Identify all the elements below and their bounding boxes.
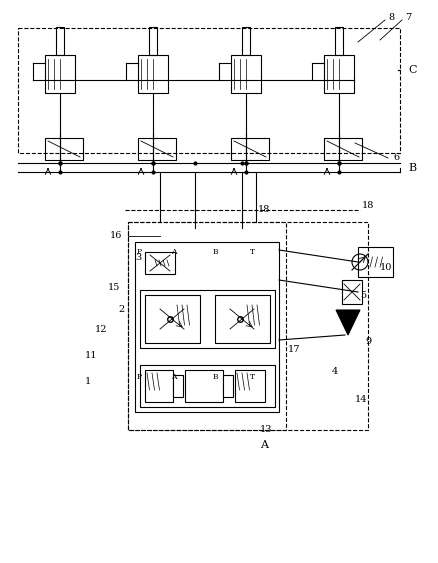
Text: A: A [171,248,177,256]
Bar [140,290,275,348]
Bar [56,27,64,55]
Bar [135,242,279,412]
Text: P: P [137,248,142,256]
Text: 10: 10 [380,263,392,272]
Text: 15: 15 [108,284,120,293]
Text: P: P [137,373,142,381]
Text: B: B [213,248,219,256]
Text: 17: 17 [288,346,300,355]
Text: 7: 7 [405,14,411,23]
Text: T: T [250,248,255,256]
Text: 11: 11 [85,351,98,360]
Bar [324,55,354,93]
Bar [335,27,343,55]
Bar [215,295,270,343]
Bar [145,252,175,274]
Bar [342,280,362,304]
Bar [45,138,83,160]
Text: A: A [260,440,268,450]
Text: A: A [171,373,177,381]
Text: 1: 1 [85,378,91,387]
Bar [242,27,250,55]
Text: 6: 6 [393,154,399,163]
Bar [223,375,233,397]
Text: 5: 5 [360,291,366,300]
Bar [140,365,275,407]
Bar [45,55,75,93]
Text: B: B [408,163,416,173]
Text: 16: 16 [110,231,122,240]
Text: 12: 12 [95,325,107,334]
Text: B: B [213,373,219,381]
Bar [138,55,168,93]
Bar [128,222,286,430]
Bar [145,295,200,343]
Text: T: T [250,373,255,381]
Bar [185,370,223,402]
Text: 2: 2 [118,306,124,315]
Bar [145,370,173,402]
Bar [231,55,261,93]
Bar [138,138,176,160]
Bar [173,375,183,397]
Bar [18,28,400,153]
Text: 3: 3 [135,253,141,262]
Polygon shape [336,310,360,335]
Bar [231,138,269,160]
Bar [358,247,393,277]
Bar [235,370,265,402]
Text: 14: 14 [355,395,367,404]
Bar [149,27,157,55]
Bar [324,138,362,160]
Text: 13: 13 [260,426,272,435]
Text: 4: 4 [332,368,338,377]
Bar [128,222,368,430]
Text: 18: 18 [362,200,374,209]
Text: 18: 18 [258,205,270,215]
Text: C: C [408,65,417,75]
Text: 9: 9 [365,337,371,346]
Text: 8: 8 [388,14,394,23]
